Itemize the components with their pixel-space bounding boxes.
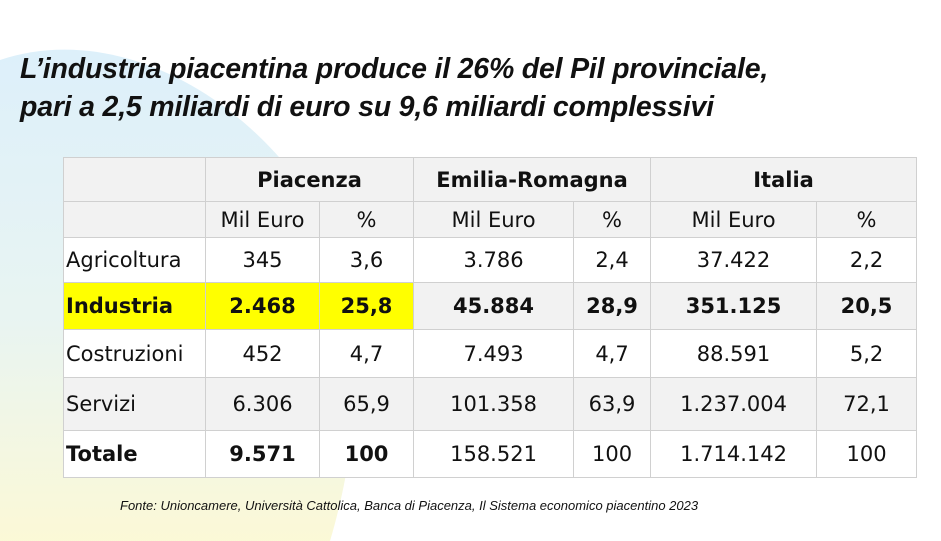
table-cell: 88.591	[650, 329, 818, 378]
table-cell: 20,5	[816, 282, 918, 330]
table-cell: 1.714.142	[650, 430, 818, 478]
subheader-cell: Mil Euro	[413, 201, 575, 238]
table-cell-highlighted: 2.468	[205, 282, 320, 330]
subheader-cell: %	[318, 201, 415, 238]
subheader-cell: Mil Euro	[650, 201, 818, 238]
table-cell: 9.571	[205, 430, 320, 478]
table-cell: 3.786	[413, 237, 575, 283]
table-row-totale: Totale 9.571 100 158.521 100 1.714.142 1…	[63, 430, 918, 478]
group-header-emilia-romagna: Emilia-Romagna	[413, 157, 652, 202]
table-row-servizi: Servizi 6.306 65,9 101.358 63,9 1.237.00…	[63, 377, 918, 431]
table-row-industria: Industria 2.468 25,8 45.884 28,9 351.125…	[63, 282, 918, 330]
table-cell: 5,2	[816, 329, 918, 378]
table-cell: 452	[205, 329, 320, 378]
table-cell: 100	[573, 430, 652, 478]
table-cell: 37.422	[650, 237, 818, 283]
table-cell: 28,9	[573, 282, 652, 330]
table-cell: 1.237.004	[650, 377, 818, 431]
page-title: L’industria piacentina produce il 26% de…	[20, 50, 930, 126]
table-cell: 63,9	[573, 377, 652, 431]
table-cell: 158.521	[413, 430, 575, 478]
subheader-cell: %	[816, 201, 918, 238]
subheader-empty-cell	[63, 201, 206, 238]
table-cell: 6.306	[205, 377, 320, 431]
table-cell: 100	[816, 430, 918, 478]
row-label-highlighted: Industria	[63, 282, 206, 330]
title-line-2: pari a 2,5 miliardi di euro su 9,6 milia…	[20, 91, 714, 123]
row-label: Costruzioni	[63, 329, 206, 378]
group-header-piacenza: Piacenza	[204, 157, 415, 202]
table-cell: 2,2	[816, 237, 918, 283]
table-group-header-row: Piacenza Emilia-Romagna Italia	[63, 157, 918, 202]
subheader-cell: Mil Euro	[205, 201, 320, 238]
table-cell: 100	[318, 430, 415, 478]
table-cell: 72,1	[816, 377, 918, 431]
group-header-italia: Italia	[650, 157, 918, 202]
table-row-agricoltura: Agricoltura 345 3,6 3.786 2,4 37.422 2,2	[63, 237, 918, 283]
table-cell: 351.125	[650, 282, 818, 330]
subheader-cell: %	[573, 201, 652, 238]
table-subheader-row: Mil Euro % Mil Euro % Mil Euro %	[63, 201, 918, 238]
title-line-1: L’industria piacentina produce il 26% de…	[20, 53, 769, 85]
table-cell: 4,7	[318, 329, 415, 378]
table-cell-highlighted: 25,8	[318, 282, 415, 330]
row-label: Servizi	[63, 377, 206, 431]
table-cell: 7.493	[413, 329, 575, 378]
table-cell: 45.884	[413, 282, 575, 330]
table-cell: 2,4	[573, 237, 652, 283]
gdp-table: Piacenza Emilia-Romagna Italia Mil Euro …	[63, 157, 918, 478]
table-cell: 65,9	[318, 377, 415, 431]
corner-cell	[63, 157, 206, 202]
table-cell: 4,7	[573, 329, 652, 378]
row-label: Agricoltura	[63, 237, 206, 283]
table-cell: 101.358	[413, 377, 575, 431]
table-cell: 345	[205, 237, 320, 283]
table-cell: 3,6	[318, 237, 415, 283]
source-note: Fonte: Unioncamere, Università Cattolica…	[120, 498, 699, 513]
table-row-costruzioni: Costruzioni 452 4,7 7.493 4,7 88.591 5,2	[63, 329, 918, 378]
row-label: Totale	[63, 430, 206, 478]
